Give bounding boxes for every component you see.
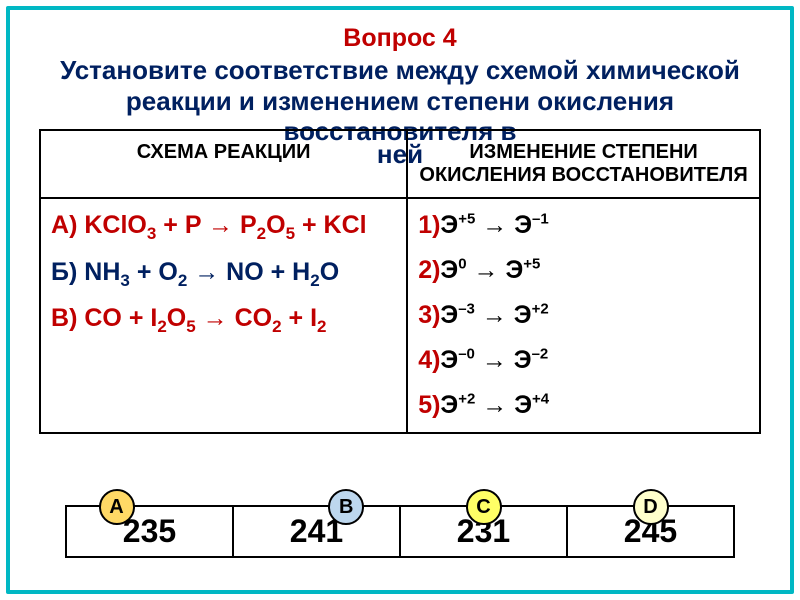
options-cell: 1)Э+5 → Э–12)Э0 → Э+53)Э–3 → Э+24)Э–0 → … [407,198,760,433]
answer-chip: A [99,489,135,525]
reaction-row: А) KClO3 + P → P2O5 + KCl [51,203,396,250]
slide-frame: Вопрос 4 Установите соответствие между с… [6,6,794,594]
answer-cell[interactable]: 245D [567,506,734,557]
matching-table: СХЕМА РЕАКЦИИ ИЗМЕНЕНИЕ СТЕПЕНИ ОКИСЛЕНИ… [39,129,761,434]
reactions-cell: А) KClO3 + P → P2O5 + KClБ) NH3 + O2 → N… [40,198,407,433]
reaction-row: Б) NH3 + O2 → NO + H2O [51,250,396,297]
option-row: 4)Э–0 → Э–2 [418,338,749,383]
slide-content: Вопрос 4 Установите соответствие между с… [10,10,790,452]
answer-strip: 235A241B231C245D [65,505,735,558]
option-row: 3)Э–3 → Э+2 [418,293,749,338]
reaction-row: В) CO + I2O5 → CO2 + I2 [51,296,396,343]
option-row: 2)Э0 → Э+5 [418,248,749,293]
answer-cell[interactable]: 241B [233,506,400,557]
answer-chip: B [328,489,364,525]
option-row: 5)Э+2 → Э+4 [418,383,749,428]
question-number: Вопрос 4 [24,24,776,53]
answer-cell[interactable]: 231C [400,506,567,557]
title-tail: ней [24,139,776,170]
answer-table: 235A241B231C245D [65,505,735,558]
answer-chip: C [466,489,502,525]
answer-chip: D [633,489,669,525]
option-row: 1)Э+5 → Э–1 [418,203,749,248]
answer-cell[interactable]: 235A [66,506,233,557]
